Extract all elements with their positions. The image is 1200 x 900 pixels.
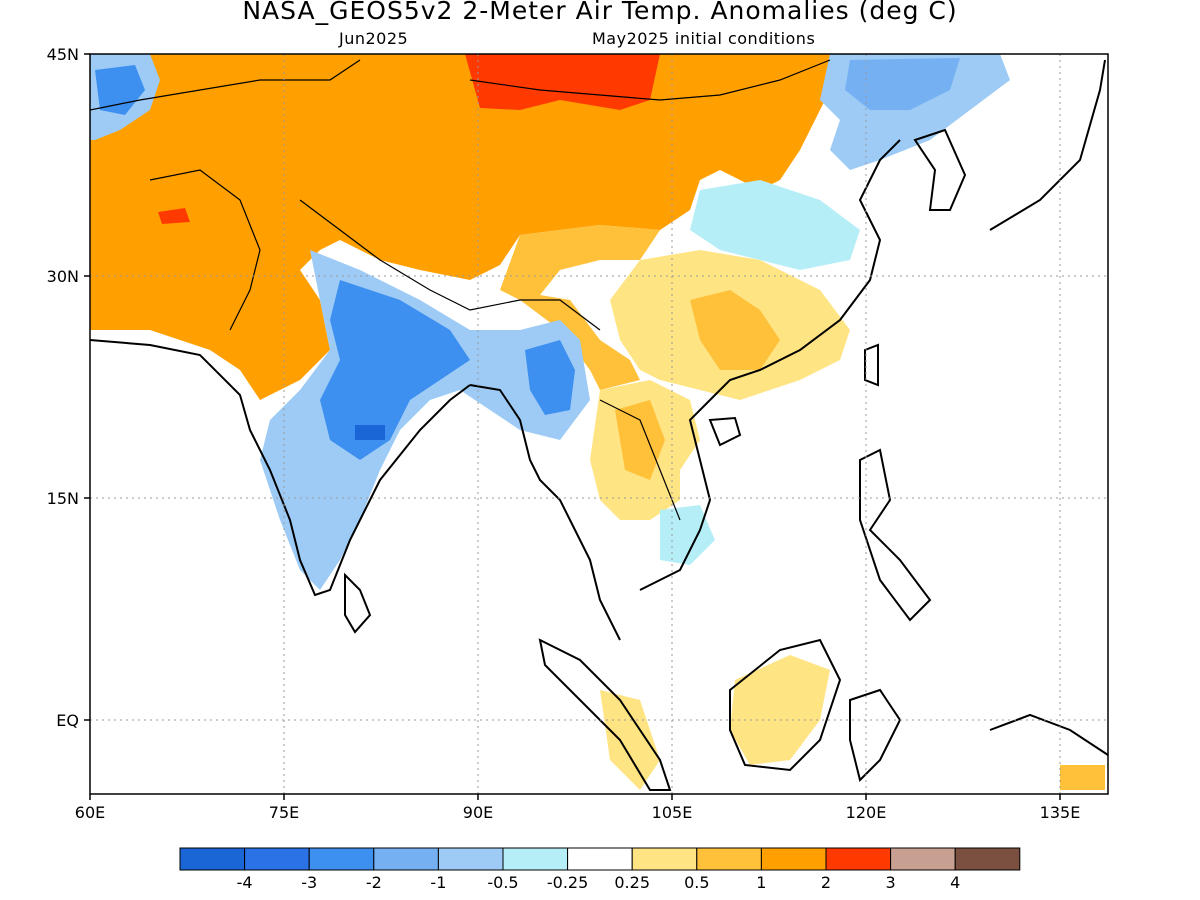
colorbar-label: -0.25 (547, 873, 588, 892)
colorbar-box (760, 847, 827, 871)
colorbar-box (179, 847, 246, 871)
colorbar-box (373, 847, 439, 871)
coastline-indochina (639, 139, 901, 591)
coastline-philippines (859, 448, 932, 622)
colorbar-box (954, 847, 1021, 871)
colorbar-label: -4 (237, 873, 253, 892)
colorbar-label: -2 (366, 873, 382, 892)
lat-label-eq: EQ (56, 711, 79, 730)
warm-indochina-core (615, 400, 665, 480)
gridlines (90, 54, 1108, 794)
coastline-borneo (729, 638, 842, 772)
lon-label-60e: 60E (75, 803, 105, 822)
anomaly-field (90, 54, 1108, 794)
warm-borneo (730, 655, 830, 765)
cool-cambodia (660, 505, 715, 565)
warm-east-indonesia (1060, 765, 1105, 790)
map-title: NASA_GEOS5v2 2-Meter Air Temp. Anomalies… (242, 0, 958, 25)
cold-northeast-core (845, 58, 960, 110)
warm-band-fringe (500, 225, 660, 390)
coastline-sumatra (538, 638, 672, 791)
colorbar-box (502, 847, 569, 871)
lon-label-105e: 105E (652, 803, 693, 822)
initial-conditions: May2025 initial conditions (592, 29, 816, 48)
border-central-asia (90, 59, 361, 111)
colorbar-box (437, 847, 504, 871)
warm-sumatra (600, 690, 660, 790)
coastlines (90, 59, 1108, 791)
forecast-month: Jun2025 (339, 29, 409, 48)
borders (90, 59, 831, 521)
border-himalaya (299, 199, 601, 331)
cold-central-asia-core (95, 65, 145, 115)
cold-myanmar (525, 340, 575, 415)
coastline-sulawesi (849, 688, 902, 782)
colorbar-box (696, 847, 762, 871)
colorbar-label: 0.25 (614, 873, 650, 892)
colorbar-box (244, 847, 310, 871)
coastline-taiwan (864, 343, 879, 387)
coastline-hainan (708, 416, 742, 447)
colorbar-box (890, 847, 956, 871)
coastline-bay-myanmar (469, 384, 621, 641)
colorbar-label: -1 (430, 873, 446, 892)
coastline-japan (989, 59, 1106, 231)
lat-label-45n: 45N (47, 45, 79, 64)
colorbar-label: -3 (301, 873, 317, 892)
colorbar-box (567, 847, 633, 871)
warm-south-china-core (690, 290, 780, 370)
plot-frame (89, 53, 1109, 795)
colorbar-box (825, 847, 892, 871)
border-iran-afghan (149, 169, 261, 331)
colorbar-label: 4 (950, 873, 960, 892)
colorbar-label: 2 (821, 873, 831, 892)
coastline-india (90, 339, 471, 597)
warm-region-north (90, 54, 835, 400)
border-indochina (599, 399, 681, 521)
colorbar-box (631, 847, 698, 871)
lon-label-75e: 75E (269, 803, 299, 822)
colorbar: -4 -3 -2 -1 -0.5 -0.25 0.25 0.5 1 2 3 4 (179, 847, 1021, 892)
lon-label-90e: 90E (463, 803, 493, 822)
lon-label-135e: 135E (1040, 803, 1081, 822)
coastline-new-guinea (989, 713, 1108, 756)
colorbar-label: 1 (756, 873, 766, 892)
coastline-korea (913, 128, 967, 211)
cool-east-china (690, 180, 860, 270)
cold-india-core (320, 280, 470, 460)
lon-label-120e: 120E (846, 803, 887, 822)
lat-label-30n: 30N (47, 267, 79, 286)
colorbar-label: -0.5 (487, 873, 518, 892)
colorbar-label: 0.5 (684, 873, 709, 892)
tick-marks (84, 53, 1061, 800)
coastline-sri-lanka (344, 572, 372, 634)
lat-label-15n: 15N (47, 489, 79, 508)
border-china-mongolia (469, 59, 831, 101)
hot-spot-iran (158, 208, 190, 224)
colorbar-box (308, 847, 375, 871)
colorbar-label: 3 (886, 873, 896, 892)
cold-india-deep (355, 425, 385, 440)
